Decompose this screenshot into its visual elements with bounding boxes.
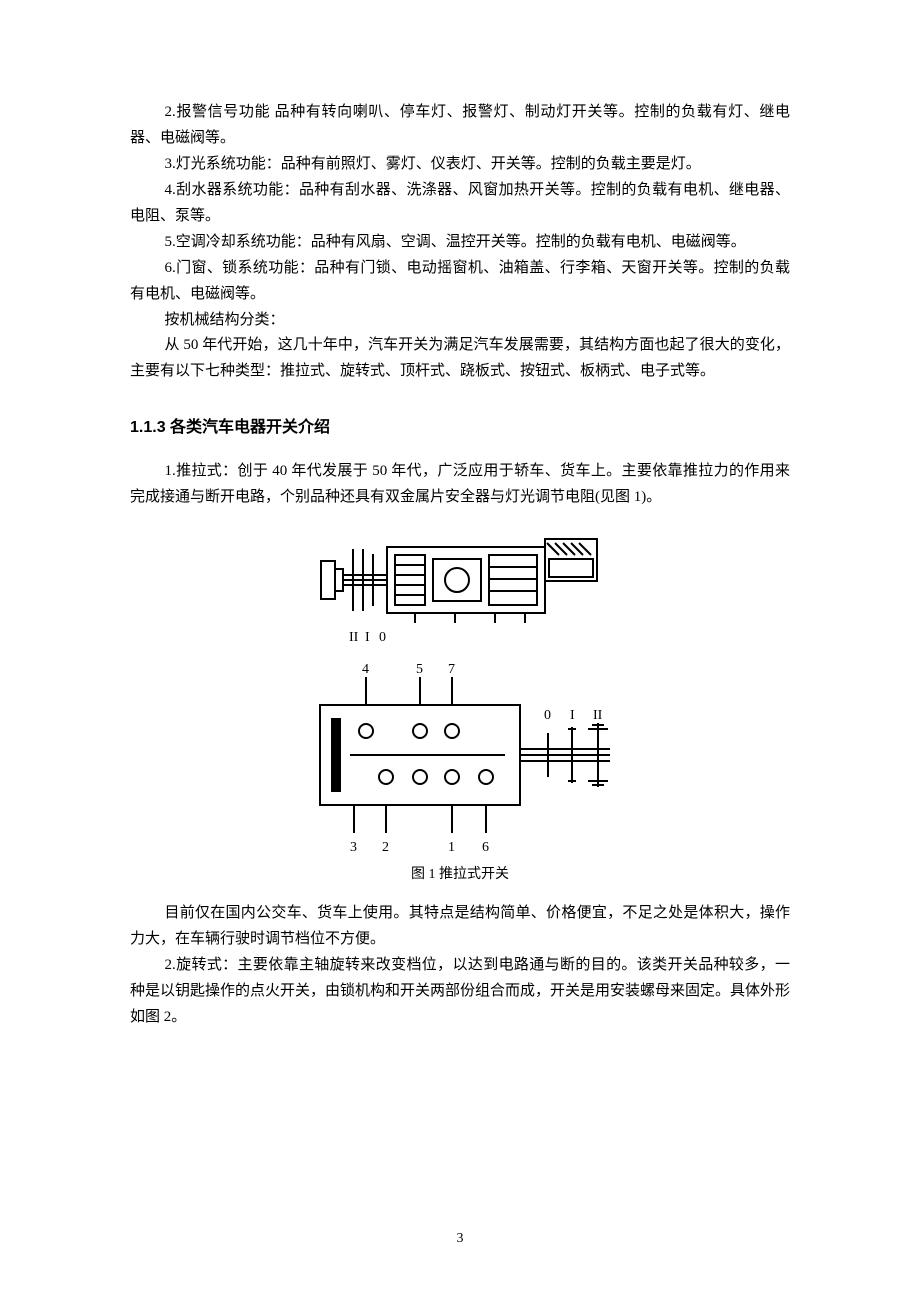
para-item-2: 2.报警信号功能 品种有转向喇叭、停车灯、报警灯、制动灯开关等。控制的负载有灯、… <box>130 100 790 152</box>
para-item-5: 5.空调冷却系统功能：品种有风扇、空调、温控开关等。控制的负载有电机、电磁阀等。 <box>130 230 790 256</box>
section-heading: 1.1.3 各类汽车电器开关介绍 <box>130 413 790 437</box>
para-item-4: 4.刮水器系统功能：品种有刮水器、洗涤器、风窗加热开关等。控制的负载有电机、继电… <box>130 178 790 230</box>
figure-1: II I 0 <box>130 519 790 883</box>
para-rotary-1: 2.旋转式：主要依靠主轴旋转来改变档位，以达到电路通与断的目的。该类开关品种较多… <box>130 953 790 1031</box>
figure-1-bottom-bot-2: 2 <box>382 840 389 855</box>
figure-1-top-label-II: II <box>349 630 359 645</box>
figure-1-bottom-right-0: 0 <box>544 708 551 723</box>
page-number: 3 <box>0 1231 920 1247</box>
figure-1-bottom-bot-3: 3 <box>350 840 357 855</box>
figure-1-top-label-0: 0 <box>379 630 386 645</box>
para-classification-body: 从 50 年代开始，这几十年中，汽车开关为满足汽车发展需要，其结构方面也起了很大… <box>130 333 790 385</box>
figure-1-bottom-top-4: 4 <box>362 662 369 677</box>
para-classification-intro: 按机械结构分类： <box>130 308 790 334</box>
figure-1-bottom-right-II: II <box>593 708 603 723</box>
para-item-3: 3.灯光系统功能：品种有前照灯、雾灯、仪表灯、开关等。控制的负载主要是灯。 <box>130 152 790 178</box>
figure-1-top-diagram: II I 0 <box>315 519 605 649</box>
figure-1-caption: 图 1 推拉式开关 <box>130 863 790 883</box>
document-body: 2.报警信号功能 品种有转向喇叭、停车灯、报警灯、制动灯开关等。控制的负载有灯、… <box>130 100 790 1031</box>
para-pushpull-2: 目前仅在国内公交车、货车上使用。其特点是结构简单、价格便宜，不足之处是体积大，操… <box>130 901 790 953</box>
para-pushpull-1: 1.推拉式：创于 40 年代发展于 50 年代，广泛应用于轿车、货车上。主要依靠… <box>130 459 790 511</box>
figure-1-bottom-top-5: 5 <box>416 662 423 677</box>
figure-1-bottom-right-I: I <box>570 708 575 723</box>
para-item-6: 6.门窗、锁系统功能：品种有门锁、电动摇窗机、油箱盖、行李箱、天窗开关等。控制的… <box>130 256 790 308</box>
figure-1-bottom-top-7: 7 <box>448 662 455 677</box>
figure-1-bottom-bot-6: 6 <box>482 840 489 855</box>
figure-1-bottom-diagram: 4 5 7 0 I II 3 2 1 6 <box>290 657 630 857</box>
figure-1-top-label-I: I <box>365 630 370 645</box>
figure-1-bottom-bot-1: 1 <box>448 840 455 855</box>
